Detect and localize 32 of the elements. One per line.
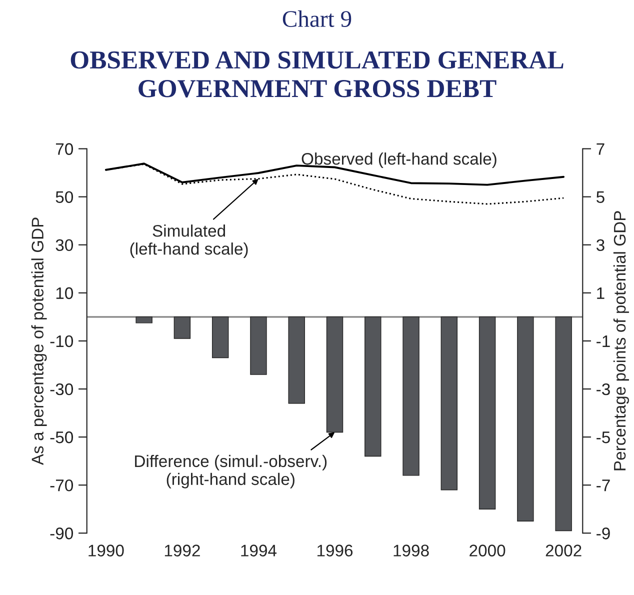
y2-tick-label: -9 [596, 528, 610, 540]
y2-axis-title: Percentage points of potential GDP [613, 211, 629, 470]
annotation: Observed (left-hand scale) [302, 152, 496, 168]
y-axis-title: As a percentage of potential GDP [31, 218, 47, 466]
x-tick-label: 1996 [317, 544, 353, 556]
x-tick-label: 1998 [394, 544, 429, 556]
y-tick-label: 50 [56, 191, 74, 203]
y2-tick-label: 3 [596, 239, 604, 252]
y2-tick-label: -5 [596, 432, 610, 444]
x-tick-label: 1994 [241, 544, 277, 556]
x-tick-label: 1990 [88, 544, 124, 556]
x-tick-label: 2002 [546, 544, 582, 556]
chart-subtitle: OBSERVED AND SIMULATED GENERAL GOVERNMENT GROSS DEBT [70, 51, 564, 98]
y2-tick-label: -1 [596, 336, 610, 347]
annotation: Simulated (left-hand scale) [130, 224, 248, 258]
chart-title: Chart 9 [282, 10, 352, 28]
y-tick-label: -90 [50, 528, 74, 540]
x-tick-label: 1992 [164, 544, 200, 556]
y2-tick-label: 7 [596, 143, 604, 155]
y2-tick-label: 5 [596, 191, 604, 203]
y2-tick-label: -7 [596, 480, 610, 492]
y2-tick-label: 1 [597, 287, 604, 299]
annotation: Difference (simul.-observ.) (right-hand scale) [135, 454, 327, 488]
y-tick-label: -30 [50, 383, 74, 396]
y-tick-label: -70 [50, 479, 74, 492]
y-tick-label: -50 [50, 431, 74, 444]
y2-tick-label: -3 [596, 383, 610, 396]
y-tick-label: 30 [56, 239, 74, 252]
y-tick-label: 10 [56, 287, 74, 300]
y-tick-label: -10 [50, 335, 74, 348]
y-tick-label: 70 [56, 143, 74, 155]
x-tick-label: 2000 [470, 544, 506, 556]
